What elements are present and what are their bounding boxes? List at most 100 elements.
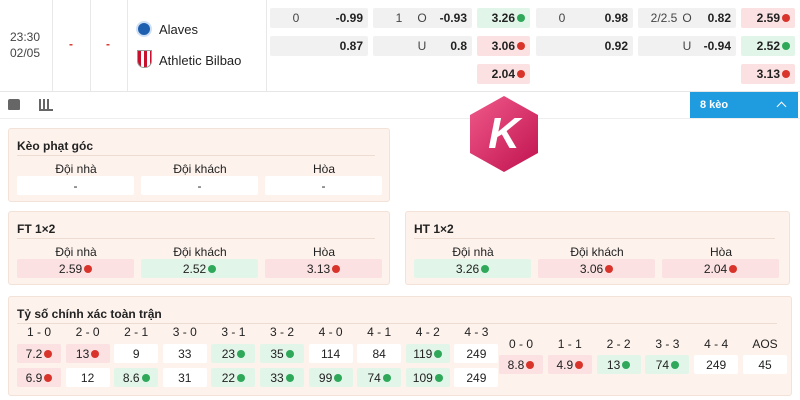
match-time: 23:30 xyxy=(9,30,41,44)
odds-text: 74 xyxy=(367,371,381,385)
score-odds[interactable]: 84 xyxy=(357,344,402,363)
odds-text: -0.99 xyxy=(335,11,363,25)
score-label: 3 - 1 xyxy=(221,325,246,339)
expand-button[interactable]: 8 kèo xyxy=(690,92,798,118)
odds-value: 0.92 xyxy=(605,39,628,53)
trend-icon xyxy=(481,264,490,273)
score-odds[interactable]: 33 xyxy=(260,368,304,387)
score-label: AOS xyxy=(752,337,778,351)
odds-text: 8.8 xyxy=(507,358,525,372)
score-label: 4 - 4 xyxy=(704,337,729,351)
odds-text: 249 xyxy=(466,371,487,385)
odds-cell[interactable]: 3.06 xyxy=(538,259,655,278)
odds-cell[interactable]: 0 -0.99 xyxy=(270,8,368,28)
score-odds[interactable]: 119 xyxy=(405,344,450,363)
score-odds[interactable]: 4.9 xyxy=(547,355,592,374)
odds-cell[interactable]: 0.92 xyxy=(536,36,633,56)
odds-1x2[interactable]: 3.13 xyxy=(741,64,795,84)
score-label: 4 - 2 xyxy=(415,325,440,339)
score-label: 1 - 1 xyxy=(557,337,582,351)
trend-icon xyxy=(84,264,93,273)
trend-icon xyxy=(332,264,341,273)
odds-text: 249 xyxy=(466,347,487,361)
score-odds[interactable]: 7.2 xyxy=(17,344,61,363)
score-odds[interactable]: 9 xyxy=(114,344,159,363)
odds-cell[interactable]: - xyxy=(141,176,258,195)
odds-cell[interactable]: 3.26 xyxy=(414,259,531,278)
score-odds[interactable]: 12 xyxy=(65,368,110,387)
odds-value: 2.04 xyxy=(492,67,525,81)
odds-text: 35 xyxy=(270,347,284,361)
odds-cell[interactable]: 1 O -0.93 xyxy=(373,8,472,28)
odds-1x2[interactable]: 3.06 xyxy=(477,36,530,56)
score-odds[interactable]: 31 xyxy=(162,368,207,387)
score-odds[interactable]: 249 xyxy=(454,344,499,363)
score-odds[interactable]: 249 xyxy=(454,368,499,387)
stats-icon[interactable] xyxy=(39,99,53,111)
score-odds[interactable]: 99 xyxy=(308,368,353,387)
score-odds[interactable]: 22 xyxy=(211,368,256,387)
handicap: 0 xyxy=(558,11,566,25)
score-odds[interactable]: 13 xyxy=(65,344,110,363)
score-odds[interactable]: 13 xyxy=(596,355,641,374)
odds-text: 109 xyxy=(412,371,433,385)
trend-icon xyxy=(44,373,53,382)
odds-text: 114 xyxy=(321,347,341,361)
trend-icon xyxy=(526,360,535,369)
odds-1x2[interactable]: 2.04 xyxy=(477,64,530,84)
column-header: Hòa xyxy=(312,245,335,259)
odds-text: 12 xyxy=(80,371,95,385)
odds-text: 249 xyxy=(706,358,727,372)
odds-text: 0.98 xyxy=(604,11,628,25)
trend-icon xyxy=(729,264,738,273)
score-odds[interactable]: 8.6 xyxy=(114,368,159,387)
odds-cell[interactable]: U 0.8 xyxy=(373,36,472,56)
odds-cell[interactable]: 2/2.5 O 0.82 xyxy=(638,8,736,28)
odds-cell[interactable]: - xyxy=(265,176,382,195)
panel: Tỷ số chính xác toàn trận 1 - 0 7.2 6.9 2 - … xyxy=(8,296,792,396)
score-odds[interactable]: 109 xyxy=(405,368,450,387)
score-odds[interactable]: 8.8 xyxy=(499,355,543,374)
score-label: 2 - 0 xyxy=(75,325,100,339)
odds-cell[interactable]: 3.13 xyxy=(265,259,382,278)
score-odds[interactable]: 45 xyxy=(743,355,787,374)
score-odds[interactable]: 33 xyxy=(162,344,207,363)
score-label: 4 - 0 xyxy=(318,325,343,339)
side: O xyxy=(682,11,692,25)
column-header: Đội nhà xyxy=(55,245,97,259)
odds-value: 0.8 xyxy=(450,39,467,53)
odds-cell[interactable]: 2.04 xyxy=(662,259,779,278)
odds-cell[interactable]: 2.59 xyxy=(17,259,134,278)
away-name: Athletic Bilbao xyxy=(159,53,242,68)
odds-cell[interactable]: 0.87 xyxy=(270,36,368,56)
odds-text: 2.04 xyxy=(491,67,515,81)
trend-icon xyxy=(671,360,680,369)
odds-text: 4.9 xyxy=(556,358,574,372)
side: O xyxy=(417,11,427,25)
panel: Kèo phạt góc Đội nhà - Đội khách - Hòa - xyxy=(8,128,390,202)
odds-cell[interactable]: 0 0.98 xyxy=(536,8,633,28)
odds-1x2[interactable]: 2.52 xyxy=(741,36,795,56)
odds-cell[interactable]: - xyxy=(17,176,134,195)
trend-icon xyxy=(575,360,584,369)
panel-title: Kèo phạt góc xyxy=(17,139,94,153)
odds-1x2[interactable]: 2.59 xyxy=(741,8,795,28)
score-odds[interactable]: 74 xyxy=(357,368,402,387)
score-odds[interactable]: 6.9 xyxy=(17,368,61,387)
odds-value: 0.82 xyxy=(708,11,731,25)
odds-value: -0.99 xyxy=(336,11,363,25)
odds-cell[interactable]: 2.52 xyxy=(141,259,258,278)
score-odds[interactable]: 23 xyxy=(211,344,256,363)
score-odds[interactable]: 35 xyxy=(260,344,304,363)
score-odds[interactable]: 114 xyxy=(308,344,353,363)
odds-text: 0.82 xyxy=(707,11,731,25)
odds-1x2[interactable]: 3.26 xyxy=(477,8,530,28)
shirt-icon[interactable] xyxy=(8,99,20,110)
odds-text: 2.52 xyxy=(182,262,207,276)
score-label: 3 - 2 xyxy=(269,325,294,339)
score-odds[interactable]: 249 xyxy=(694,355,739,374)
odds-text: 6.9 xyxy=(25,371,43,385)
odds-cell[interactable]: U -0.94 xyxy=(638,36,736,56)
handicap: 1 xyxy=(395,11,403,25)
score-odds[interactable]: 74 xyxy=(645,355,690,374)
